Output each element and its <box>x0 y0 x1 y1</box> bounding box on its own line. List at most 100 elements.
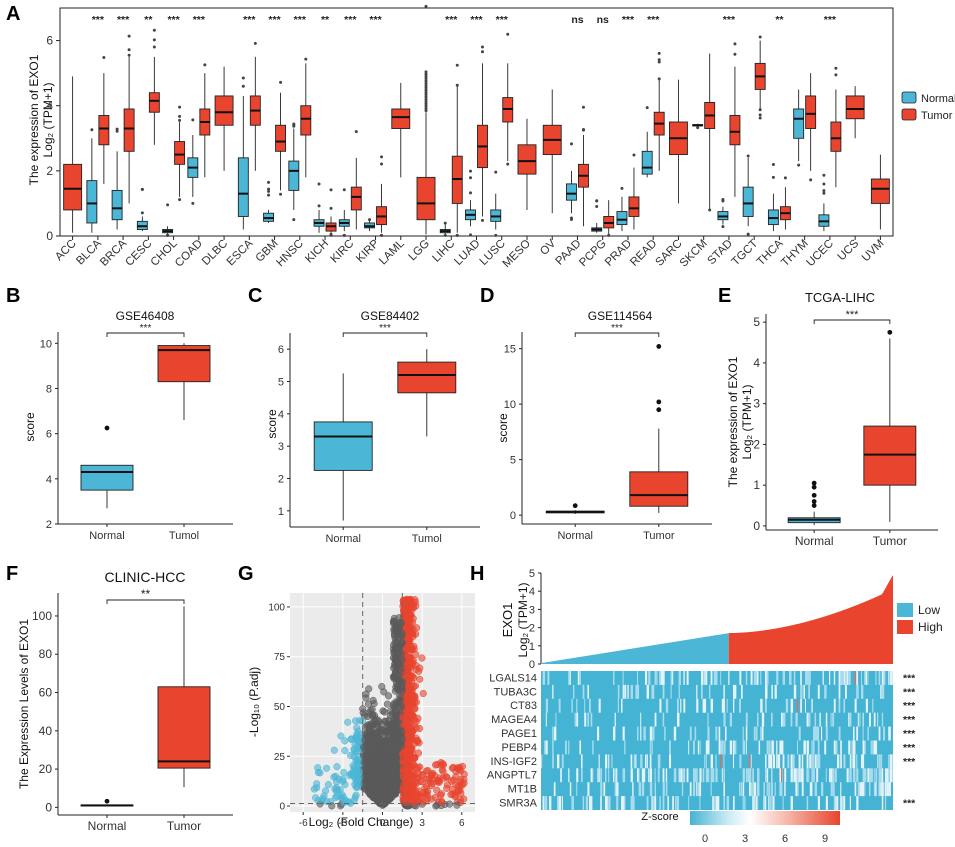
heatmap-cell <box>681 782 684 797</box>
outlier-point <box>645 106 649 110</box>
panel-d-ytick-label: 15 <box>504 344 516 356</box>
heatmap-cell <box>819 712 821 727</box>
heatmap-cell <box>816 754 819 769</box>
heatmap-cell <box>790 754 793 769</box>
box-kirc-tumor-box <box>350 186 362 211</box>
outlier-point <box>443 233 447 237</box>
heatmap-cell <box>766 671 769 685</box>
heatmap-cell <box>600 768 602 783</box>
volcano-point <box>332 793 340 802</box>
heatmap-cell <box>680 768 683 783</box>
heatmap-row-label: MT1B <box>508 784 537 796</box>
heatmap-cell <box>888 754 890 769</box>
heatmap-cell <box>705 671 708 685</box>
heatmap-cell <box>881 796 884 810</box>
outlier-point <box>758 35 762 39</box>
heatmap-cell <box>678 671 682 685</box>
heatmap-cell <box>752 796 754 810</box>
outlier-point <box>241 84 245 88</box>
heatmap-cell <box>624 796 626 810</box>
volcano-point <box>460 779 468 787</box>
panel-d-outlier <box>656 399 662 405</box>
heatmap-cell <box>755 726 758 741</box>
heatmap-cell <box>814 712 817 727</box>
heatmap-cell <box>861 754 863 769</box>
heatmap-cell <box>833 796 836 810</box>
heatmap-cell <box>797 740 799 755</box>
volcano-point <box>331 772 340 780</box>
heatmap-cell <box>771 796 774 810</box>
heatmap-cell <box>862 740 865 755</box>
xtick-label-ucs: UCS <box>836 237 862 263</box>
heatmap-cell <box>800 698 802 713</box>
outlier-point <box>424 104 428 108</box>
sig-kirp: *** <box>369 14 382 26</box>
volcano-point <box>452 773 460 781</box>
heatmap-cell <box>881 782 885 797</box>
sig-pcpg: ns <box>597 14 609 26</box>
heatmap-cell <box>597 768 600 783</box>
volcano-point <box>423 775 431 783</box>
heatmap-cell <box>877 754 879 769</box>
heatmap-cell <box>750 671 753 685</box>
heatmap-cell <box>749 768 752 783</box>
heatmap-cell <box>573 684 575 699</box>
heatmap-cell <box>817 754 821 769</box>
panel-b-outlier <box>104 425 110 431</box>
volcano-point <box>442 773 450 781</box>
outlier-point <box>342 233 346 237</box>
heatmap-row-label: PEBP4 <box>502 742 537 754</box>
heatmap-cell <box>557 796 559 810</box>
heatmap-cell <box>744 796 746 810</box>
heatmap-cell <box>777 754 781 769</box>
panel-h-ytick-label: 2 <box>529 623 535 635</box>
heatmap-cell <box>768 796 770 810</box>
outlier-point <box>822 191 826 195</box>
outlier-point <box>721 198 725 202</box>
volcano-point <box>410 692 418 700</box>
heatmap-cell <box>640 754 643 769</box>
volcano-point <box>352 783 360 791</box>
volcano-point <box>394 725 402 733</box>
heatmap-cell <box>838 671 841 685</box>
outlier-point <box>166 233 170 237</box>
volcano-point <box>395 677 403 686</box>
heatmap-cell <box>853 740 856 755</box>
box-hnsc-normal-box <box>288 160 300 191</box>
heatmap-cell <box>798 726 801 741</box>
outlier-point <box>424 79 428 83</box>
volcano-point <box>412 778 420 786</box>
volcano-point <box>392 708 401 716</box>
heatmap-cell <box>837 754 840 769</box>
heatmap-cell <box>579 740 582 755</box>
heatmap-cell <box>697 782 701 797</box>
sig-paad: ns <box>571 14 583 26</box>
heatmap-cell <box>742 768 745 783</box>
heatmap-cell <box>771 768 773 783</box>
volcano-point <box>443 784 451 792</box>
heatmap-cell <box>878 726 881 741</box>
heatmap-cell <box>710 698 714 713</box>
volcano-point <box>400 760 408 768</box>
panel-g-ytick-label: 25 <box>274 752 286 763</box>
volcano-point <box>360 743 368 751</box>
outlier-point <box>822 173 826 177</box>
heatmap-cell <box>721 698 724 713</box>
panel-f-ytick-label: 60 <box>39 686 53 700</box>
heatmap-cell <box>765 754 767 769</box>
xtick-label-luad: LUAD <box>452 238 482 268</box>
heatmap-cell <box>779 740 782 755</box>
heatmap-cell <box>608 796 611 810</box>
volcano-point <box>374 723 382 731</box>
volcano-point <box>365 685 373 693</box>
heatmap-cell <box>657 754 661 769</box>
outlier-point <box>424 109 428 113</box>
outlier-point <box>279 192 283 196</box>
heatmap-cell <box>745 726 748 741</box>
heatmap-cell <box>645 754 647 769</box>
heatmap-cell <box>622 768 626 783</box>
heatmap-cell <box>720 740 722 755</box>
heatmap-cell <box>745 712 748 727</box>
heatmap-cell <box>678 684 680 699</box>
